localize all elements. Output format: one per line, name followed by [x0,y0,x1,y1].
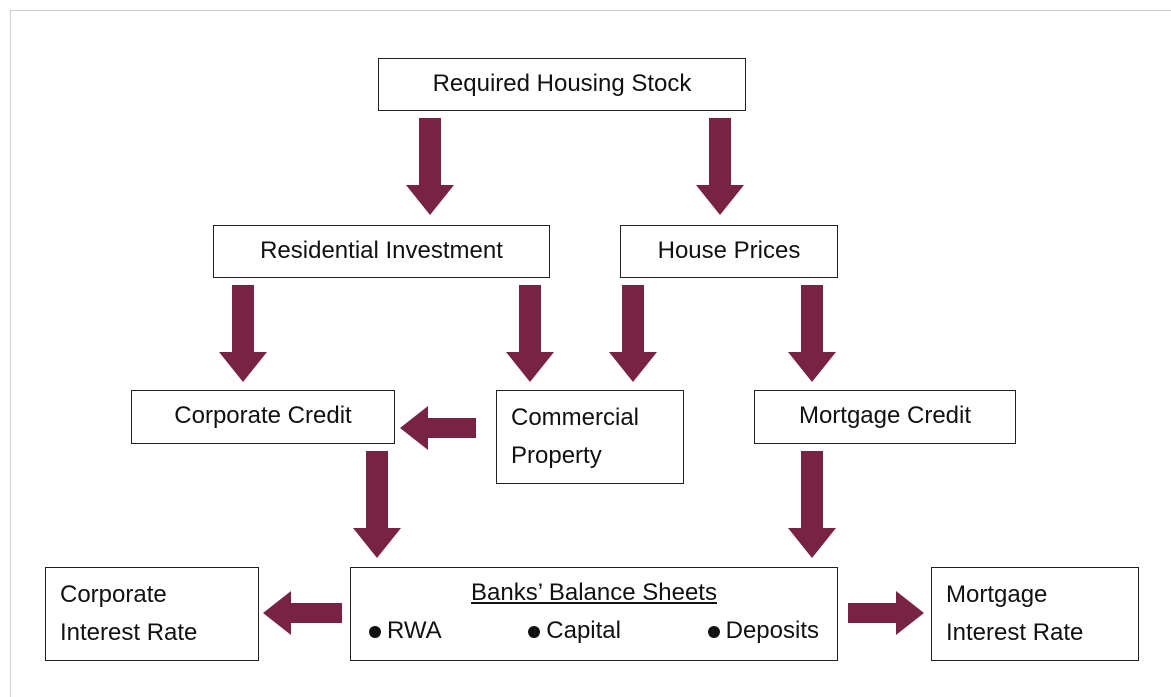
node-label: Interest Rate [60,619,198,646]
node: House Prices [620,225,838,278]
node-label: House Prices [657,237,801,264]
arrow [788,451,836,558]
node: Commercial Property [496,390,684,484]
node: Mortgage Interest Rate [931,567,1139,661]
arrow [406,118,454,215]
node: Residential Investment [213,225,550,278]
bullet-item: RWA [369,612,442,650]
arrow [609,285,657,382]
node-label: Commercial [511,404,640,431]
arrow [848,591,924,635]
node-label: Property [511,442,602,469]
node-label: Mortgage [946,581,1048,608]
banks-title: Banks’ Balance Sheets [471,579,717,606]
frame [10,10,1171,697]
banks-items: RWA Capital Deposits [365,612,823,650]
arrow [788,285,836,382]
bullet-item: Capital [528,612,621,650]
arrow [506,285,554,382]
node: Corporate Interest Rate [45,567,259,661]
node-label: Required Housing Stock [432,70,692,97]
arrow [400,406,476,450]
node: Corporate Credit [131,390,395,444]
node-label: Corporate Credit [174,402,352,429]
node: Mortgage Credit [754,390,1016,444]
node-label: Residential Investment [260,237,503,264]
node-label: Mortgage Credit [798,402,972,429]
node-label: Interest Rate [946,619,1084,646]
arrow [696,118,744,215]
arrow [219,285,267,382]
arrow [353,451,401,558]
node: Required Housing Stock [378,58,746,111]
bullet-item: Deposits [708,612,819,650]
arrow [263,591,342,635]
banks-node: Banks’ Balance Sheets RWA Capital Deposi… [350,567,838,661]
node-label: Corporate [60,581,167,608]
